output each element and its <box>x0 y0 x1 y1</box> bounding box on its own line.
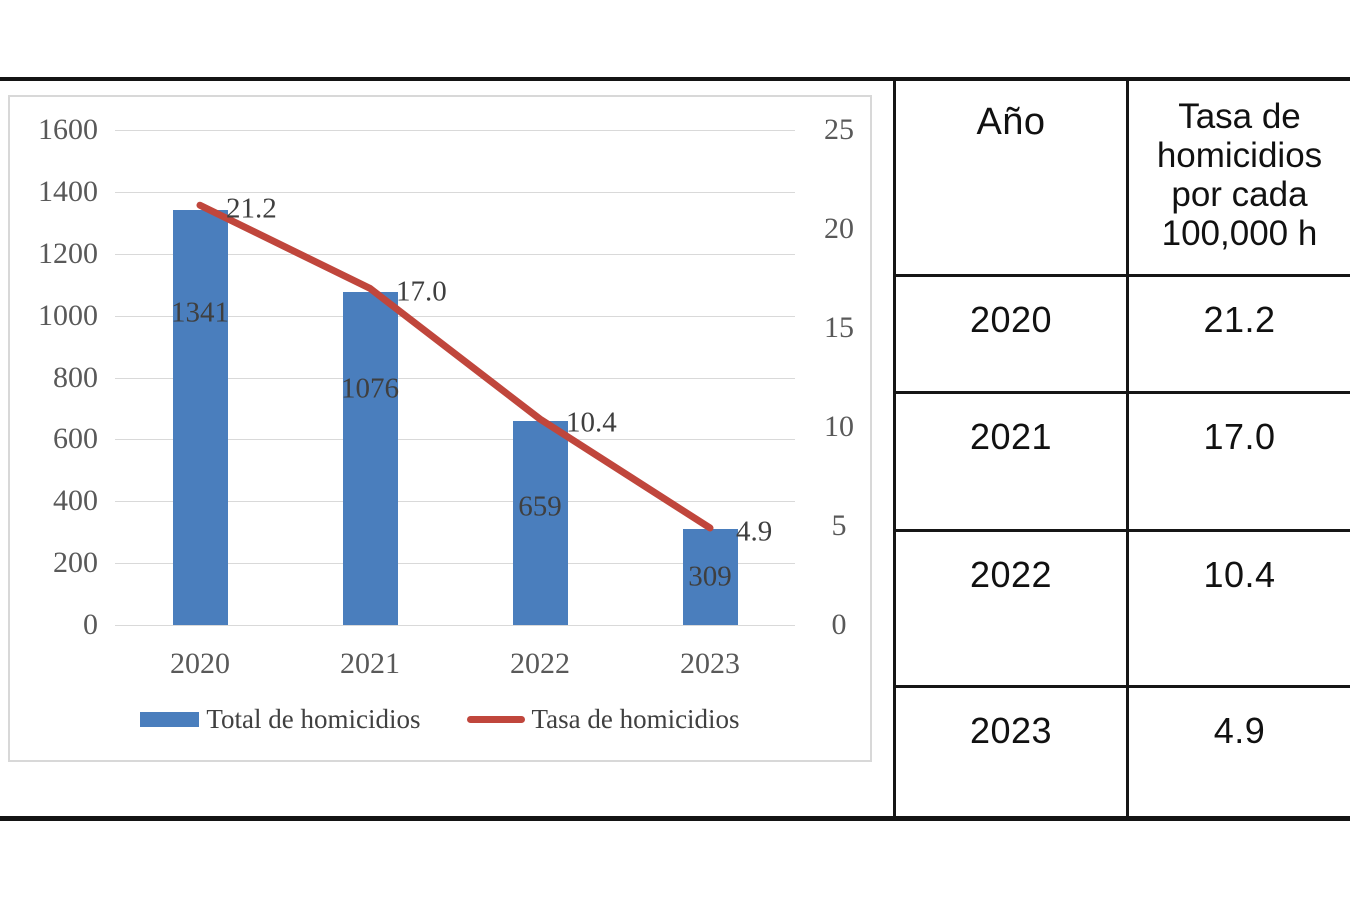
chart-legend: Total de homicidios Tasa de homicidios <box>10 703 870 735</box>
rate-line-series <box>196 201 714 532</box>
bar-2020 <box>172 210 228 625</box>
left-axis-tick-label: 1200 <box>38 236 98 270</box>
table-rate-cell: 4.9 <box>1126 688 1350 816</box>
x-axis-tick-label: 2020 <box>170 647 230 680</box>
x-axis-tick-label: 2023 <box>680 647 740 680</box>
bar-series-swatch-icon <box>140 711 200 727</box>
x-axis-tick-label: 2022 <box>510 647 570 680</box>
bar-data-label: 659 <box>518 490 562 523</box>
bar-2022 <box>512 421 568 625</box>
line-data-label: 21.2 <box>226 192 277 225</box>
line-series-swatch-icon <box>466 715 525 723</box>
table-year-cell: 2020 <box>896 277 1126 394</box>
bar-2023 <box>682 529 738 625</box>
left-axis-tick-label: 600 <box>53 422 98 456</box>
bar-data-label: 1076 <box>341 372 399 405</box>
rate-line-path <box>196 201 714 532</box>
legend-label-total: Total de homicidios <box>206 703 421 734</box>
homicides-chart-panel: 0 200 400 600 800 1000 1200 1400 1600 0 5 10 15 20 25… <box>8 95 872 762</box>
right-axis-tick-label: 5 <box>831 509 847 542</box>
right-axis-ticks: 0 5 10 15 20 25 <box>816 113 862 641</box>
legend-item-total: Total de homicidios <box>140 703 421 735</box>
line-data-label: 17.0 <box>396 275 447 308</box>
gridline <box>115 130 795 131</box>
plot-area: 1341 1076 659 309 21.2 17.0 10.4 4.9 <box>115 130 795 626</box>
left-axis-tick-label: 1400 <box>38 174 98 208</box>
left-axis-tick-label: 200 <box>53 546 98 580</box>
top-divider-line <box>0 77 1350 81</box>
bar-2021 <box>342 292 398 625</box>
left-axis-tick-label: 0 <box>83 608 98 641</box>
table-rate-cell: 17.0 <box>1126 394 1350 532</box>
line-data-label: 4.9 <box>736 515 773 548</box>
gridline <box>115 501 795 503</box>
right-axis-tick-label: 15 <box>824 311 854 344</box>
gridline <box>115 253 795 255</box>
bar-data-label: 1341 <box>171 296 229 329</box>
legend-label-rate: Tasa de homicidios <box>531 703 740 734</box>
left-axis-tick-label: 400 <box>53 484 98 518</box>
gridline <box>115 191 795 193</box>
right-axis-tick-label: 10 <box>824 410 854 443</box>
table-year-cell: 2022 <box>896 532 1126 688</box>
right-axis-tick-label: 25 <box>824 113 854 146</box>
table-rate-cell: 10.4 <box>1126 532 1350 688</box>
rate-table: Año Tasa de homicidios por cada 100,000 … <box>893 81 1350 816</box>
table-header-year: Año <box>896 81 1126 277</box>
left-axis-ticks: 0 200 400 600 800 1000 1200 1400 1600 <box>10 113 98 641</box>
line-data-label: 10.4 <box>566 406 617 439</box>
bottom-divider-line <box>0 816 1350 821</box>
left-axis-tick-label: 800 <box>53 360 98 394</box>
bar-data-label: 309 <box>688 560 732 593</box>
right-axis-tick-label: 20 <box>824 212 854 245</box>
gridline <box>115 625 795 626</box>
right-axis-tick-label: 0 <box>831 608 847 641</box>
gridline <box>115 563 795 565</box>
legend-item-rate: Tasa de homicidios <box>466 703 740 735</box>
x-axis-tick-label: 2021 <box>340 647 400 680</box>
gridline <box>115 315 795 317</box>
gridline <box>115 439 795 441</box>
left-axis-tick-label: 1600 <box>38 113 98 146</box>
table-header-rate: Tasa de homicidios por cada 100,000 h <box>1126 81 1350 277</box>
table-year-cell: 2021 <box>896 394 1126 532</box>
table-year-cell: 2023 <box>969 710 1053 751</box>
left-axis-tick-label: 1000 <box>38 298 98 332</box>
table-rate-cell: 21.2 <box>1126 277 1350 394</box>
x-axis-ticks: 2020 2021 2022 2023 <box>115 647 795 685</box>
gridline <box>115 377 795 379</box>
